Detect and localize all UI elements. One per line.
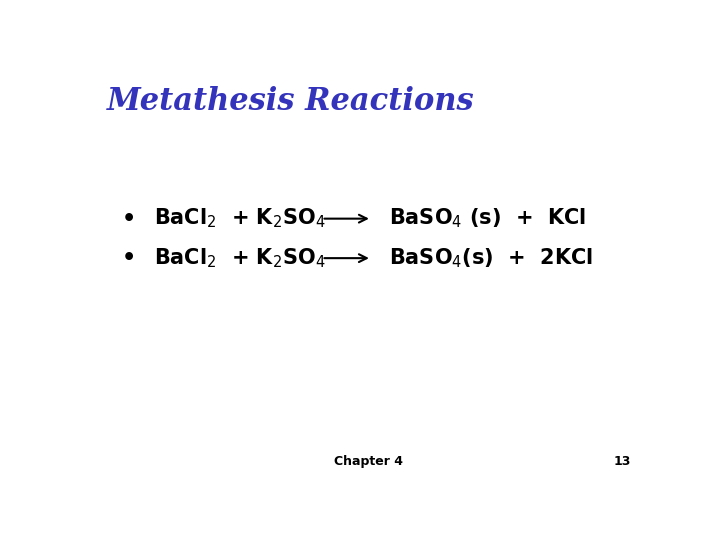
Text: 13: 13	[614, 455, 631, 468]
Text: BaCl$_2$  + K$_2$SO$_4$: BaCl$_2$ + K$_2$SO$_4$	[154, 246, 325, 270]
Text: BaCl$_2$  + K$_2$SO$_4$: BaCl$_2$ + K$_2$SO$_4$	[154, 207, 325, 231]
Text: BaSO$_4$ (s)  +  KCl: BaSO$_4$ (s) + KCl	[389, 207, 585, 231]
Text: BaSO$_4$(s)  +  2KCl: BaSO$_4$(s) + 2KCl	[389, 246, 593, 270]
Text: Chapter 4: Chapter 4	[335, 455, 403, 468]
Text: Metathesis Reactions: Metathesis Reactions	[107, 85, 474, 117]
Text: •: •	[122, 248, 136, 268]
Text: •: •	[122, 208, 136, 228]
